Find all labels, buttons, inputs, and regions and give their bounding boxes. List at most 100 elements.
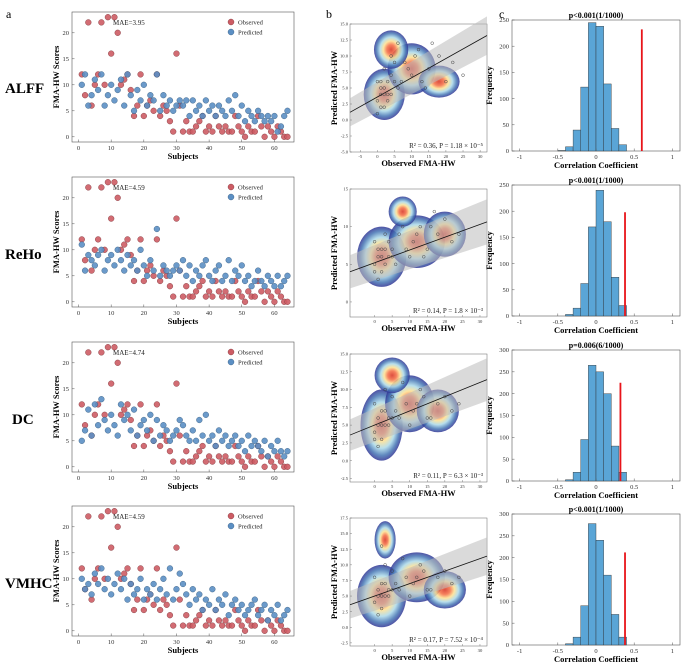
observed-point [271,298,278,305]
data-point [443,569,447,573]
histogram-bar [580,86,589,152]
histogram-panel-c-reho: -1 -0.5 0 0.5 1 0 50 100 150 200 250 p<0.001(1/1000… [484,176,681,335]
predicted-point [261,118,268,125]
predicted-point [91,76,98,83]
predicted-point [271,612,278,619]
predicted-point [173,262,180,269]
y-tick-label: 0 [66,134,69,141]
observed-point [91,575,98,582]
predicted-point [173,427,180,434]
y-tick-label: 50 [503,122,510,129]
x-tick-label: 30 [478,319,483,324]
observed-point [98,349,105,356]
confidence-band [350,199,487,289]
predicted-point [277,448,285,455]
predicted-point [235,606,242,614]
predicted-point [114,86,121,94]
observed-point [245,123,252,130]
y-tick-label: 10 [63,247,70,254]
predicted-point [91,262,98,269]
x-axis-title: Observed FMA-HW [381,652,456,662]
data-point [379,255,384,259]
y-tick-label: 200 [499,208,509,215]
x-tick-label: -0.5 [553,484,563,491]
observed-point [261,627,268,634]
data-point [429,588,433,592]
predicted-point [258,448,265,455]
observed-point [111,508,118,515]
data-point [386,423,391,427]
y-axis-title: FMA-HW Scores [51,45,61,108]
predicted-point [150,97,157,104]
histogram-bar [572,636,581,646]
predicted-point [140,81,147,88]
observed-point [124,236,131,243]
observed-point [261,133,268,140]
data-point [403,60,407,65]
predicted-point [81,71,89,78]
predicted-point [160,422,167,429]
data-point [394,262,398,266]
observed-point [127,416,134,424]
y-tick-label: 10 [343,224,348,229]
data-point [415,232,419,236]
predicted-point [225,442,232,450]
x-tick-label: 1 [671,319,674,326]
histogram-bar [595,540,604,646]
data-point [415,575,419,579]
predicted-point [245,107,252,114]
x-tick-label: 30 [478,648,483,653]
legend-observed-marker [227,183,235,191]
predicted-point [268,277,275,285]
y-tick-label: 300 [499,511,509,518]
observed-point [137,71,144,78]
x-tick-label: 30 [478,484,483,489]
predicted-point [192,596,200,603]
observed-point [153,565,160,572]
predicted-point [85,580,92,588]
observed-point [130,442,138,450]
x-tick-label: 5 [393,154,396,159]
predicted-point [157,586,164,593]
predicted-point [108,591,115,598]
observed-point [264,288,271,295]
data-point [422,395,426,399]
predicted-point [186,437,193,444]
y-tick-label: 5 [66,273,69,280]
mae-annotation: MAE=3.95 [113,19,145,27]
predicted-point [117,257,125,264]
data-point [390,255,394,259]
data-point [457,575,461,579]
y-tick-label: 0.0 [342,458,348,463]
observed-point [104,179,112,186]
data-point [416,47,421,52]
data-point [376,423,380,427]
predicted-point [232,92,239,99]
observed-point [108,544,115,551]
observed-point [228,293,236,300]
observed-point [228,458,236,465]
data-point [379,544,384,548]
predicted-point [130,591,138,598]
observed-point [238,293,245,300]
predicted-point [183,591,190,598]
data-point [394,581,398,586]
y-tick-label: 200 [499,391,509,398]
predicted-point [196,102,203,109]
observed-point [222,288,229,295]
predicted-point [225,97,232,104]
data-point [461,73,465,77]
predicted-point [157,107,164,114]
predicted-point [245,432,252,439]
density-blob [373,30,409,69]
predicted-point [284,272,291,279]
data-point [450,240,454,244]
x-tick-label: 10 [108,475,115,482]
y-tick-label: 300 [499,347,509,354]
x-tick-label: 25 [460,484,465,489]
observed-point [121,570,128,577]
predicted-point [163,591,170,598]
predicted-point [95,251,102,259]
observed-point [209,293,216,300]
data-point [376,594,380,598]
